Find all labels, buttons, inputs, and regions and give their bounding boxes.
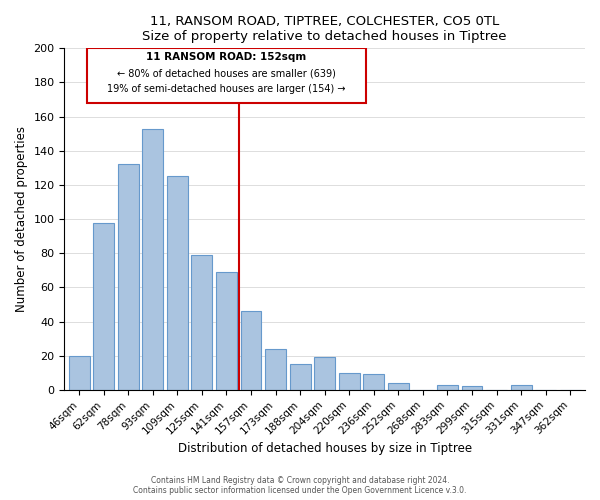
- Bar: [339, 373, 359, 390]
- Text: 19% of semi-detached houses are larger (154) →: 19% of semi-detached houses are larger (…: [107, 84, 346, 94]
- Text: 11 RANSOM ROAD: 152sqm: 11 RANSOM ROAD: 152sqm: [146, 52, 307, 62]
- Bar: [461, 386, 482, 390]
- Bar: [290, 364, 311, 390]
- Bar: [216, 272, 237, 390]
- Bar: [118, 164, 139, 390]
- Bar: [364, 374, 384, 390]
- Title: 11, RANSOM ROAD, TIPTREE, COLCHESTER, CO5 0TL
Size of property relative to detac: 11, RANSOM ROAD, TIPTREE, COLCHESTER, CO…: [142, 15, 507, 43]
- FancyBboxPatch shape: [86, 48, 367, 103]
- Bar: [93, 222, 114, 390]
- X-axis label: Distribution of detached houses by size in Tiptree: Distribution of detached houses by size …: [178, 442, 472, 455]
- Text: Contains HM Land Registry data © Crown copyright and database right 2024.
Contai: Contains HM Land Registry data © Crown c…: [133, 476, 467, 495]
- Bar: [388, 383, 409, 390]
- Bar: [69, 356, 89, 390]
- Y-axis label: Number of detached properties: Number of detached properties: [15, 126, 28, 312]
- Text: ← 80% of detached houses are smaller (639): ← 80% of detached houses are smaller (63…: [117, 69, 336, 79]
- Bar: [191, 255, 212, 390]
- Bar: [142, 128, 163, 390]
- Bar: [265, 349, 286, 390]
- Bar: [167, 176, 188, 390]
- Bar: [241, 312, 262, 390]
- Bar: [437, 384, 458, 390]
- Bar: [511, 384, 532, 390]
- Bar: [314, 358, 335, 390]
